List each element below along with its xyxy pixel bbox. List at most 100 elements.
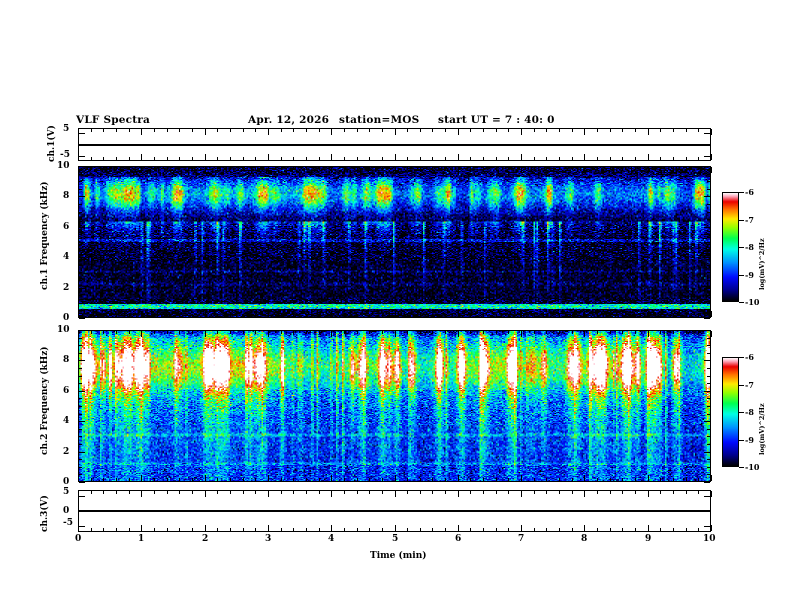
xtick-top-p0-8.8 [635, 129, 636, 132]
xtick-bot-p2-4.2 [344, 478, 345, 481]
xtick-top-p2-0.8 [129, 331, 130, 334]
ytick-l-p2-3.5 [79, 429, 82, 430]
xtick-top-p0-9.2 [660, 129, 661, 132]
xtick-bot-p3-1.2 [154, 528, 155, 531]
xtick-bot-p0-6.4 [483, 157, 484, 160]
xtick-bot-p1-8.4 [610, 314, 611, 317]
xtick-top-p0-8.6 [622, 129, 623, 132]
xtick-top-p2-1.8 [192, 331, 193, 334]
xtick-bot-p2-0.8 [129, 478, 130, 481]
xtick-top-p1-7.4 [546, 167, 547, 170]
ytick-r-p1-6.5 [707, 219, 710, 220]
xtick-bot-p0-4.4 [357, 157, 358, 160]
xtick-bot-p3-8.6 [622, 528, 623, 531]
xtick-bot-p3-8.4 [610, 528, 611, 531]
xtick-bot-p3-3 [268, 525, 269, 531]
xtick-top-p3-3.4 [293, 491, 294, 494]
xtick-bot-p3-7.2 [534, 528, 535, 531]
xtick-top-p2-1.2 [154, 331, 155, 334]
ch1-colorbar-label: log(mV)^2/Hz [758, 238, 766, 290]
xtick-bot-p3-2.4 [230, 528, 231, 531]
xtick-bot-p2-2.8 [255, 478, 256, 481]
xtick-top-p0-4.8 [382, 129, 383, 132]
ytick-label-p2-0: 0 [63, 477, 70, 487]
xtick-bot-p3-6.6 [496, 528, 497, 531]
xtick-top-p0-6.6 [496, 129, 497, 132]
xtick-bot-p2-5.8 [445, 478, 446, 481]
ytick-r-p1-8 [704, 196, 710, 197]
xtick-top-p0-8.2 [597, 129, 598, 132]
xtick-top-p3-7 [521, 491, 522, 497]
ytick-l-p1-3.5 [79, 265, 82, 266]
xtick-bot-p3-3.6 [306, 528, 307, 531]
cbar-tick-1--9 [739, 440, 744, 441]
ch2-colorbar [722, 357, 739, 467]
ytick-r-p1-3 [707, 272, 710, 273]
ytick-l-p2-4 [79, 421, 85, 422]
ytick-r-p2-5.5 [707, 398, 710, 399]
xtick-bot-p2-6.8 [508, 478, 509, 481]
panel-ch1-spectrogram [78, 166, 711, 318]
xtick-top-p1-7 [521, 167, 522, 173]
ytick-label-p2-4: 4 [63, 416, 70, 426]
xtick-top-p1-3.2 [281, 167, 282, 170]
xtick-bot-p1-8 [584, 311, 585, 317]
xtick-top-p2-8.6 [622, 331, 623, 334]
ytick-r-p1-10 [704, 166, 710, 167]
ytick-r-p1-4 [704, 257, 710, 258]
xtick-bot-p2-6.4 [483, 478, 484, 481]
xtick-bot-p1-5.6 [432, 314, 433, 317]
ytick-l-p1-2 [79, 288, 85, 289]
xtick-top-p3-8.2 [597, 491, 598, 494]
xtick-bot-p2-1.8 [192, 478, 193, 481]
xtick-top-p3-6.6 [496, 491, 497, 494]
ytick-l-p1-6 [79, 227, 85, 228]
xtick-bot-p1-10 [711, 311, 712, 317]
ch1-voltage-ytick-5: 5 [63, 124, 70, 134]
xtick-top-p1-7.8 [572, 167, 573, 170]
cbar-tick-0--7 [739, 220, 744, 221]
xtick-bot-p3-1 [141, 525, 142, 531]
xtick-bot-p0-0.2 [91, 157, 92, 160]
ytick-l-p1-3 [79, 272, 82, 273]
xtick-top-p2-3 [268, 331, 269, 337]
xtick-top-p3-8 [584, 491, 585, 497]
xtick-top-p0-0.6 [116, 129, 117, 132]
xtick-top-p2-6.8 [508, 331, 509, 334]
ytick-r-p0--5 [704, 156, 710, 157]
xtick-top-p0-9 [648, 129, 649, 135]
xtick-top-p2-0.2 [91, 331, 92, 334]
xtick-top-p1-6.6 [496, 167, 497, 170]
xtick-top-p1-2.2 [217, 167, 218, 170]
xtick-top-p2-4.4 [357, 331, 358, 334]
xtick-top-p2-1.4 [167, 331, 168, 334]
ytick-l-p2-0 [79, 482, 85, 483]
ch3-voltage-ytick-minus5: -5 [63, 518, 73, 528]
ytick-r-p2-0.5 [707, 474, 710, 475]
xtick-bot-p1-4.6 [369, 314, 370, 317]
xtick-top-p2-9.8 [698, 331, 699, 334]
xtick-top-p3-1 [141, 491, 142, 497]
xtick-top-p0-4.2 [344, 129, 345, 132]
xtick-top-p2-3.8 [319, 331, 320, 334]
ytick-label-p1-4: 4 [63, 252, 70, 262]
xtick-bot-p2-3.6 [306, 478, 307, 481]
ytick-l-p1-2.5 [79, 280, 82, 281]
xtick-top-p0-0.8 [129, 129, 130, 132]
xtick-top-p1-3 [268, 167, 269, 173]
xtick-top-p3-5.8 [445, 491, 446, 494]
xtick-bot-p2-7.4 [546, 478, 547, 481]
xtick-bot-p0-8.2 [597, 157, 598, 160]
xtick-top-p0-7.6 [559, 129, 560, 132]
xtick-top-p3-1.6 [179, 491, 180, 494]
xtick-top-p3-9.4 [673, 491, 674, 494]
ytick-l-p1-8 [79, 196, 85, 197]
xtick-top-p3-1.2 [154, 491, 155, 494]
xtick-top-p1-3.8 [319, 167, 320, 170]
xtick-top-p1-0.8 [129, 167, 130, 170]
ytick-r-p2-1 [707, 467, 710, 468]
ytick-r-p1-0 [704, 318, 710, 319]
xtick-top-p0-7.8 [572, 129, 573, 132]
xtick-top-p3-6 [458, 491, 459, 497]
xtick-bot-p2-5.2 [407, 478, 408, 481]
